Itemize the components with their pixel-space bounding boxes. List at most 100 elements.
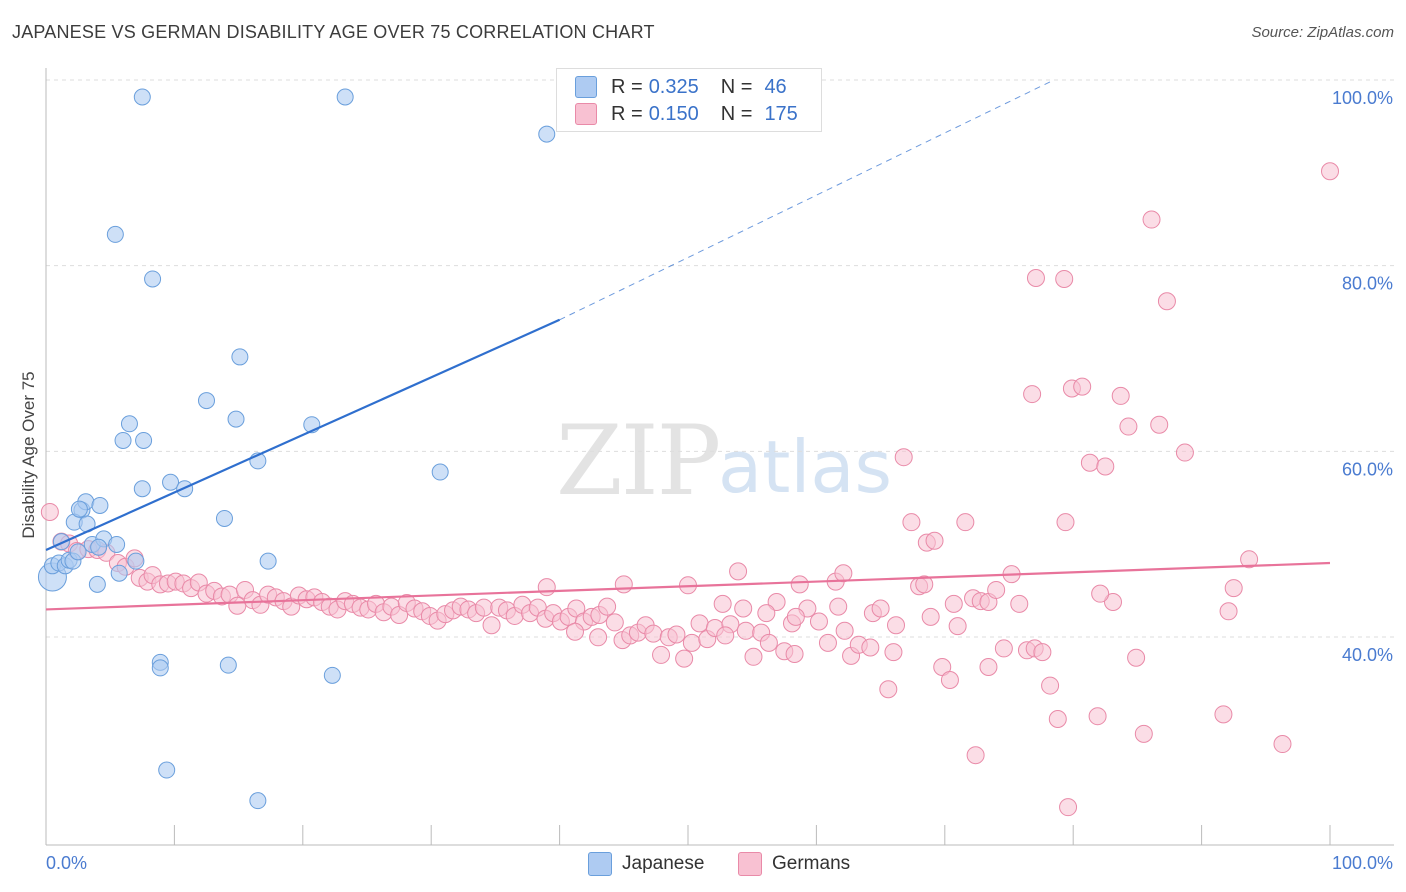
- japanese-point: [162, 473, 180, 491]
- japanese-point: [227, 410, 245, 428]
- germans-point: [566, 622, 585, 641]
- germans-point: [944, 594, 963, 613]
- watermark-atlas: atlas: [718, 425, 892, 509]
- source-label: Source: ZipAtlas.com: [1251, 24, 1394, 41]
- germans-trend-line: [45, 561, 1331, 611]
- japanese-point: [538, 125, 556, 143]
- trend-lines: [45, 79, 1331, 611]
- germans-point: [1224, 579, 1243, 598]
- germans-point: [605, 613, 624, 632]
- germans-point: [884, 643, 903, 662]
- x-tick-label: 100.0%: [1332, 853, 1393, 873]
- germans-point: [690, 614, 709, 633]
- y-tick-label: 100.0%: [1332, 88, 1393, 108]
- japanese-point: [219, 656, 237, 674]
- y-axis-label: Disability Age Over 75: [19, 371, 38, 538]
- legend-germans-n-label: N =: [720, 102, 753, 125]
- germans-point: [682, 633, 701, 652]
- germans-point: [1240, 550, 1259, 569]
- germans-point: [474, 598, 493, 617]
- y-tick-label: 40.0%: [1342, 645, 1393, 665]
- germans-point: [759, 633, 778, 652]
- japanese-point: [151, 659, 169, 677]
- germans-point: [744, 647, 763, 666]
- germans-point: [1056, 513, 1075, 532]
- germans-point: [1055, 269, 1074, 288]
- germans-point: [1119, 417, 1138, 436]
- legend-japanese-r-value: 0.325: [648, 75, 699, 98]
- germans-point: [1157, 292, 1176, 311]
- germans-point: [713, 594, 732, 613]
- japanese-point: [144, 270, 162, 288]
- japanese-point: [114, 431, 132, 449]
- germans-point: [861, 638, 880, 657]
- germans-point: [1127, 648, 1146, 667]
- germans-point: [537, 578, 556, 597]
- germans-swatch: [575, 103, 597, 125]
- germans-point: [1273, 735, 1292, 754]
- germans-point: [1111, 386, 1130, 405]
- germans-point: [729, 562, 748, 581]
- legend-row-japanese: R = 0.325 N = 46: [575, 75, 787, 99]
- legend-germans-r-label: R =: [611, 102, 643, 125]
- germans-point: [1096, 457, 1115, 476]
- japanese-point: [336, 88, 354, 106]
- bottom-legend-germans: Germans: [738, 852, 850, 876]
- x-tick-label: 0.0%: [46, 853, 87, 873]
- germans-point: [987, 580, 1006, 599]
- germans-point: [1175, 443, 1194, 462]
- legend-japanese-n-label: N =: [720, 75, 753, 98]
- germans-points: [40, 162, 1339, 817]
- legend-row-germans: R = 0.150 N = 175: [575, 102, 798, 126]
- germans-point: [482, 616, 501, 635]
- germans-point: [598, 597, 617, 616]
- germans-point: [228, 596, 247, 615]
- germans-point: [1080, 453, 1099, 472]
- legend-germans-r-value: 0.150: [648, 102, 699, 125]
- germans-point: [589, 628, 608, 647]
- germans-point: [614, 575, 633, 594]
- japanese-point: [88, 575, 106, 593]
- germans-point: [1088, 707, 1107, 726]
- germans-point: [667, 625, 686, 644]
- tick-labels: 40.0% 60.0% 80.0% 100.0% 0.0% 100.0%: [46, 88, 1393, 873]
- japanese-point: [323, 666, 341, 684]
- japanese-point: [133, 480, 151, 498]
- germans-point: [921, 607, 940, 626]
- germans-point: [1048, 709, 1067, 728]
- germans-point: [1010, 594, 1029, 613]
- germans-point: [925, 531, 944, 550]
- germans-point: [734, 599, 753, 618]
- japanese-point: [158, 761, 176, 779]
- watermark-zip: ZIP: [556, 405, 721, 517]
- germans-point: [652, 645, 671, 664]
- germans-point: [1073, 377, 1092, 396]
- bottom-legend: Japanese Germans: [0, 852, 1406, 878]
- germans-point: [675, 649, 694, 668]
- germans-point: [1091, 584, 1110, 603]
- germans-point: [834, 564, 853, 583]
- germans-point: [786, 607, 805, 626]
- germans-point: [1023, 385, 1042, 404]
- germans-point: [1059, 798, 1078, 817]
- germans-point: [829, 597, 848, 616]
- bottom-germans-swatch: [738, 852, 762, 876]
- germans-point: [902, 513, 921, 532]
- germans-point: [1033, 643, 1052, 662]
- germans-point: [1321, 162, 1339, 181]
- japanese-point: [69, 543, 87, 561]
- bottom-legend-japanese: Japanese: [588, 852, 704, 876]
- germans-point: [940, 670, 959, 689]
- germans-point: [915, 575, 934, 594]
- japanese-point: [127, 552, 145, 570]
- bottom-legend-japanese-label: Japanese: [622, 853, 705, 874]
- japanese-point: [70, 500, 88, 518]
- germans-point: [790, 575, 809, 594]
- germans-point: [979, 657, 998, 676]
- japanese-point: [259, 552, 277, 570]
- y-tick-label: 80.0%: [1342, 274, 1393, 294]
- chart-title: JAPANESE VS GERMAN DISABILITY AGE OVER 7…: [12, 22, 655, 42]
- japanese-point: [110, 564, 128, 582]
- germans-point: [40, 502, 59, 521]
- japanese-swatch: [575, 76, 597, 98]
